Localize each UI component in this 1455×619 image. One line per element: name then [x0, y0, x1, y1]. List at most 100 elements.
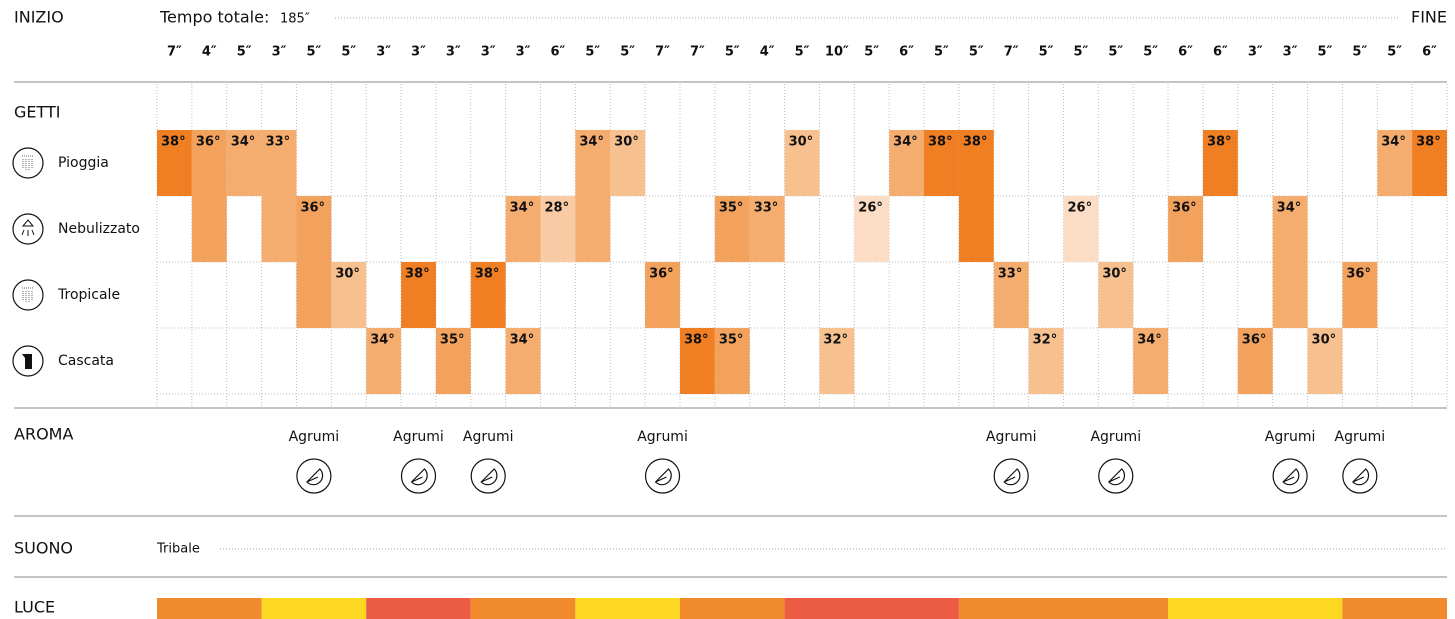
duration: 6″	[1178, 45, 1193, 60]
total-label: Tempo totale:	[159, 8, 269, 27]
end-label: FINE	[1411, 8, 1447, 27]
jet-cell	[854, 196, 890, 262]
light-segment	[366, 598, 471, 619]
jet-cell	[505, 328, 541, 394]
jet-cell	[784, 130, 820, 196]
temp: 33°	[998, 267, 1023, 282]
jet-cell	[401, 262, 436, 328]
duration: 4″	[202, 45, 217, 60]
jet-cell	[610, 130, 646, 196]
temp: 26°	[1067, 201, 1092, 216]
duration: 3″	[1283, 45, 1298, 60]
duration: 5″	[1073, 45, 1088, 60]
aroma-icon	[410, 468, 428, 486]
duration: 3″	[446, 45, 461, 60]
jet-cell	[366, 328, 402, 394]
aroma: Agrumi	[1335, 429, 1386, 445]
jet-cell	[331, 262, 367, 328]
temp: 32°	[823, 333, 848, 348]
duration: 5″	[1108, 45, 1123, 60]
duration: 3″	[376, 45, 391, 60]
aroma: Agrumi	[393, 429, 444, 445]
temp: 34°	[893, 135, 918, 150]
temp: 36°	[649, 267, 674, 282]
temp: 38°	[1207, 135, 1232, 150]
light-segment	[157, 598, 262, 619]
duration: 5″	[1387, 45, 1402, 60]
aroma-icon	[1272, 458, 1308, 494]
jet-cell	[1133, 328, 1169, 394]
aroma: Agrumi	[1090, 429, 1141, 445]
jet-cell	[226, 130, 262, 196]
jet-cell	[1377, 130, 1413, 196]
jet-cell	[958, 130, 994, 262]
duration: 4″	[760, 45, 775, 60]
temp: 35°	[719, 333, 744, 348]
jet-cell	[1272, 196, 1308, 328]
temp: 36°	[300, 201, 325, 216]
aroma-icon	[306, 468, 324, 486]
light-segment	[575, 598, 680, 619]
duration: 5″	[1318, 45, 1333, 60]
temp: 26°	[858, 201, 883, 216]
duration: 3″	[1248, 45, 1263, 60]
duration: 7″	[167, 45, 182, 60]
section-label: AROMA	[14, 425, 73, 444]
temp: 33°	[754, 201, 779, 216]
duration: 5″	[934, 45, 949, 60]
light-segment	[784, 598, 959, 619]
jet-cell	[1412, 130, 1447, 196]
jet-icon	[12, 279, 44, 311]
temp: 33°	[266, 135, 291, 150]
jet-cell	[679, 328, 715, 394]
jet-cell	[993, 262, 1029, 328]
jet-icon	[22, 354, 32, 369]
aroma: Agrumi	[289, 429, 340, 445]
temp: 34°	[1277, 201, 1302, 216]
jet-cell	[749, 196, 785, 262]
aroma: Agrumi	[986, 429, 1037, 445]
jet-cell	[889, 130, 925, 196]
jet-icon	[12, 213, 44, 245]
duration: 6″	[899, 45, 914, 60]
jet-cell	[1237, 328, 1273, 394]
temp: 30°	[1102, 267, 1127, 282]
jet-cell	[924, 130, 959, 196]
jet-cell	[261, 130, 297, 262]
duration: 7″	[655, 45, 670, 60]
duration: 5″	[795, 45, 810, 60]
temp: 36°	[1172, 201, 1197, 216]
jet-cell	[714, 328, 750, 394]
duration: 5″	[864, 45, 879, 60]
temp: 34°	[1381, 135, 1406, 150]
aroma-icon	[1351, 468, 1370, 486]
jet-cell	[1342, 262, 1378, 328]
jet-cell	[296, 196, 332, 328]
section-label: GETTI	[14, 103, 61, 122]
temp: 28°	[545, 201, 570, 216]
jet-name: Cascata	[58, 353, 114, 369]
temp: 38°	[1416, 135, 1441, 150]
temp: 34°	[370, 333, 395, 348]
temp: 38°	[475, 267, 500, 282]
jet-icon	[21, 219, 35, 236]
total: 185″	[280, 12, 310, 27]
jet-cell	[1168, 196, 1203, 262]
jet-cell	[540, 196, 576, 262]
duration: 5″	[620, 45, 635, 60]
jet-name: Nebulizzato	[58, 221, 140, 237]
temp: 36°	[1346, 267, 1371, 282]
aroma-icon	[644, 458, 681, 494]
light-segment	[1168, 598, 1343, 619]
section-label: LUCE	[14, 598, 55, 617]
temp: 38°	[963, 135, 988, 150]
jet-cell	[714, 196, 750, 262]
temp: 30°	[789, 135, 814, 150]
jet-icon	[12, 147, 44, 179]
aroma-icon	[1342, 458, 1378, 494]
aroma-icon	[1098, 458, 1134, 494]
duration: 5″	[306, 45, 321, 60]
duration: 5″	[1352, 45, 1367, 60]
temp: 35°	[440, 333, 465, 348]
